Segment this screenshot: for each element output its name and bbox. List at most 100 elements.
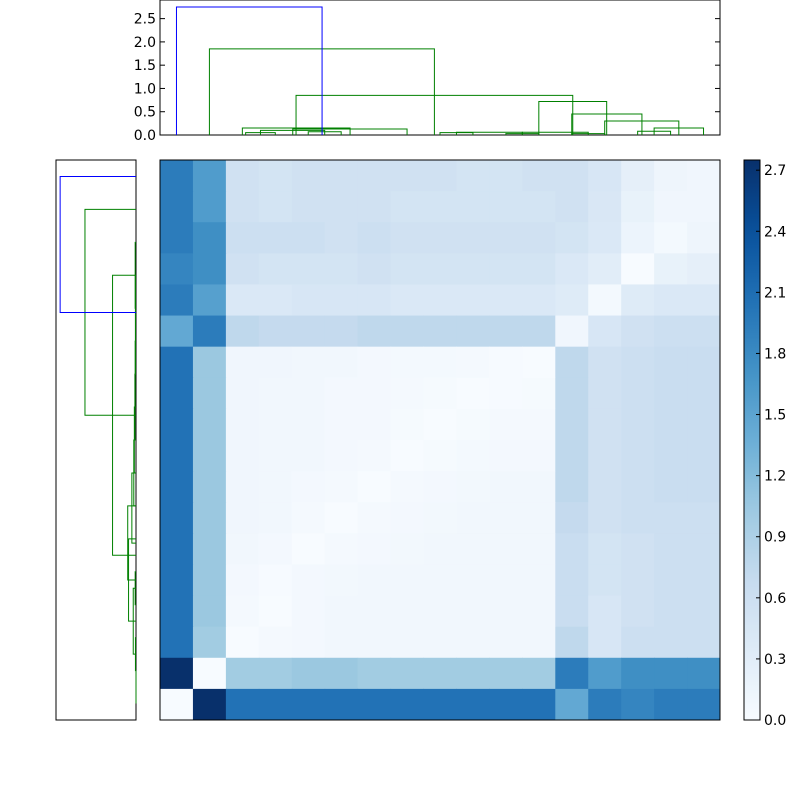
heatmap-cell	[555, 626, 589, 659]
top-dendrogram-ytick-label: 1.0	[134, 81, 156, 97]
heatmap-cell	[192, 408, 227, 441]
heatmap-cell	[357, 471, 392, 503]
heatmap-cell	[687, 253, 721, 285]
heatmap-cell	[654, 440, 688, 472]
heatmap-cell	[160, 160, 194, 192]
heatmap-cell	[291, 346, 326, 379]
heatmap-cell	[654, 626, 688, 659]
heatmap-cell	[687, 688, 721, 721]
heatmap-cell	[258, 688, 293, 721]
heatmap-cell	[456, 315, 490, 348]
heatmap-cell	[654, 595, 688, 628]
heatmap-cell	[225, 160, 260, 192]
heatmap-cell	[621, 688, 655, 721]
heatmap-cell	[687, 564, 721, 597]
heatmap-cell	[456, 377, 490, 410]
heatmap-cell	[555, 377, 589, 410]
heatmap-cell	[357, 626, 392, 659]
heatmap-cell	[324, 533, 359, 565]
heatmap-cell	[357, 346, 392, 379]
heatmap-cell	[588, 471, 622, 503]
heatmap-cell	[456, 284, 490, 317]
heatmap-cell	[456, 595, 490, 628]
heatmap-cell	[456, 440, 490, 472]
heatmap-cell	[621, 595, 655, 628]
heatmap-cell	[225, 377, 260, 410]
heatmap-cell	[423, 564, 457, 597]
heatmap-cell	[522, 377, 556, 410]
heatmap-cell	[423, 191, 457, 223]
heatmap-cell	[324, 595, 359, 628]
heatmap-cell	[522, 315, 556, 348]
top-dendrogram-link	[521, 131, 589, 135]
heatmap-cell	[324, 657, 359, 690]
heatmap-cell	[588, 160, 622, 192]
heatmap-cell	[588, 502, 622, 534]
heatmap-cell	[390, 564, 425, 597]
heatmap-cell	[390, 346, 425, 379]
heatmap-cell	[654, 564, 688, 597]
heatmap-cell	[390, 222, 425, 254]
colorbar-tick-label: 2.7	[764, 163, 786, 179]
top-dendrogram-link	[175, 6, 323, 135]
heatmap-cell	[324, 284, 359, 317]
heatmap-cell	[192, 688, 227, 721]
heatmap-cell	[621, 471, 655, 503]
heatmap-cell	[654, 346, 688, 379]
heatmap-cell	[160, 471, 194, 503]
heatmap-cell	[324, 377, 359, 410]
heatmap-cell	[555, 564, 589, 597]
heatmap-cell	[456, 564, 490, 597]
heatmap-cell	[324, 408, 359, 441]
heatmap-cell	[621, 253, 655, 285]
heatmap-cell	[423, 222, 457, 254]
heatmap-cell	[357, 595, 392, 628]
heatmap-cell	[423, 377, 457, 410]
heatmap-cell	[258, 440, 293, 472]
heatmap-cell	[687, 160, 721, 192]
heatmap-cell	[192, 471, 227, 503]
heatmap-cell	[489, 284, 523, 317]
heatmap-cell	[258, 408, 293, 441]
heatmap-cell	[588, 688, 622, 721]
colorbar-tick-label: 2.4	[764, 224, 786, 240]
heatmap-cell	[555, 253, 589, 285]
top-dendrogram-ytick-label: 2.0	[134, 35, 156, 51]
heatmap-cell	[357, 160, 392, 192]
heatmap-cell	[555, 346, 589, 379]
heatmap-cell	[522, 346, 556, 379]
top-dendrogram-ytick-label: 2.5	[134, 12, 156, 28]
heatmap-cell	[654, 471, 688, 503]
heatmap-cell	[456, 657, 490, 690]
heatmap-cell	[489, 471, 523, 503]
heatmap-cell	[357, 377, 392, 410]
heatmap-cell	[258, 315, 293, 348]
heatmap-cell	[291, 626, 326, 659]
heatmap-cell	[258, 626, 293, 659]
heatmap-cell	[324, 191, 359, 223]
heatmap-cell	[456, 346, 490, 379]
heatmap-cell	[390, 626, 425, 659]
heatmap-cell	[192, 160, 227, 192]
heatmap-cell	[258, 657, 293, 690]
heatmap-cell	[291, 253, 326, 285]
heatmap-cell	[225, 595, 260, 628]
heatmap-cell	[522, 440, 556, 472]
heatmap-cell	[291, 533, 326, 565]
heatmap-cell	[588, 315, 622, 348]
heatmap-cell	[291, 595, 326, 628]
heatmap-cell	[456, 626, 490, 659]
heatmap-cell	[357, 408, 392, 441]
heatmap-cell	[357, 502, 392, 534]
heatmap-cell	[291, 191, 326, 223]
heatmap-cell	[687, 284, 721, 317]
heatmap-cell	[225, 284, 260, 317]
heatmap-cell	[423, 595, 457, 628]
colorbar-tick-label: 0.3	[764, 652, 786, 668]
heatmap-cell	[160, 408, 194, 441]
heatmap-cell	[225, 626, 260, 659]
heatmap-cell	[357, 657, 392, 690]
heatmap-cell	[456, 222, 490, 254]
heatmap-cell	[654, 533, 688, 565]
